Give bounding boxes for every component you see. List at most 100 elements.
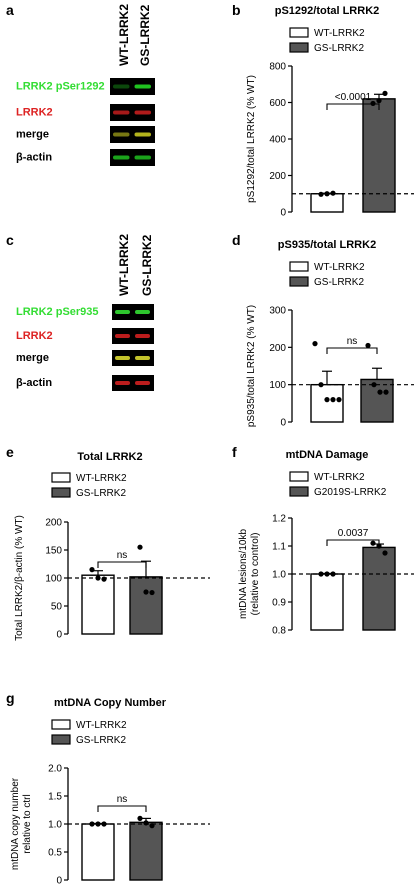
a-row-label-3: β-actin: [16, 152, 52, 164]
d-point-0-0: [312, 341, 318, 347]
a-blot-box-3: [110, 149, 155, 166]
g-point-1-0: [137, 815, 143, 821]
e-legend-label-1: GS-LRRK2: [76, 488, 126, 499]
e-point-1-0: [137, 544, 143, 550]
e-point-1-1: [143, 589, 149, 595]
d-point-1-2: [377, 389, 383, 395]
e-y-tick-label-0: 0: [56, 630, 62, 641]
c-lane-label-1: GS-LRRK2: [140, 234, 154, 296]
chart-pS935: pS935/total LRRK2 WT-LRRK2 GS-LRRK2 0 100 200…: [246, 239, 414, 429]
g-title: mtDNA Copy Number: [54, 697, 167, 709]
b-point-1-0: [370, 100, 376, 107]
a-band-1-1: [134, 110, 151, 115]
a-lane-label-1: GS-LRRK2: [138, 4, 152, 66]
a-blot-box-0: [110, 78, 155, 95]
d-point-0-3: [330, 397, 336, 403]
e-legend-swatch-0: [51, 472, 71, 483]
f-y-tick-label-4: 1.2: [272, 514, 286, 525]
b-comparison-label: <0.0001: [335, 92, 372, 103]
d-point-1-0: [365, 342, 371, 349]
f-y-axis-label: mtDNA lesions/10kb: [238, 529, 249, 619]
g-legend-swatch-0: [51, 719, 71, 730]
chart-total-lrrk2: Total LRRK2 WT-LRRK2 GS-LRRK2 0 50 100 150 200 T…: [14, 451, 210, 641]
a-lane-label-0: WT-LRRK2: [117, 4, 131, 66]
a-band-0-1: [134, 84, 151, 89]
f-point-1-2: [382, 550, 388, 556]
f-legend-label-1: G2019S-LRRK2: [314, 487, 387, 498]
b-legend-label-1: GS-LRRK2: [314, 43, 364, 54]
c-row-label-3: β-actin: [16, 377, 52, 389]
a-band-3-1: [134, 155, 151, 160]
c-band-2-0: [115, 356, 130, 360]
d-y-tick-label-1: 100: [269, 380, 286, 391]
d-point-0-2: [324, 397, 330, 403]
panel-label-e: e: [6, 444, 14, 460]
b-point-1-2: [382, 90, 388, 96]
b-y-tick-label-1: 200: [269, 171, 286, 182]
f-point-1-0: [370, 540, 376, 546]
panel-label-a: a: [6, 2, 14, 18]
a-band-3-0: [113, 155, 130, 160]
b-y-tick-label-3: 600: [269, 98, 286, 109]
b-comparison-bracket: [326, 103, 380, 110]
panel-label-d: d: [232, 232, 241, 248]
f-bar-0: [310, 573, 344, 631]
f-point-0-2: [330, 571, 336, 577]
b-legend-label-0: WT-LRRK2: [314, 28, 365, 39]
f-y-tick-label-1: 0.9: [272, 598, 286, 609]
f-legend-swatch-0: [289, 471, 309, 482]
f-y-axis-label-2: (relative to control): [250, 533, 261, 616]
f-legend-swatch-1: [289, 486, 309, 497]
g-y-tick-label-0: 0: [56, 876, 62, 887]
a-band-1-0: [113, 110, 130, 115]
e-legend-swatch-1: [51, 487, 71, 498]
panel-label-g: g: [6, 690, 15, 706]
c-row-label-1: LRRK2: [16, 330, 53, 342]
c-band-3-1: [135, 381, 150, 385]
a-row-label-0: LRRK2 pSer1292: [16, 81, 105, 93]
g-y-tick-label-4: 2.0: [48, 764, 62, 775]
b-point-1-1: [376, 98, 382, 104]
b-y-tick-label-2: 400: [269, 135, 286, 146]
g-bar-0: [81, 823, 115, 881]
f-comparison-bracket: [326, 539, 380, 546]
g-legend-swatch-1: [51, 734, 71, 745]
d-point-0-4: [336, 397, 342, 403]
c-blot-box-0: [112, 304, 154, 320]
e-bar-1: [129, 576, 163, 635]
c-row-label-0: LRRK2 pSer935: [16, 306, 99, 318]
f-y-tick-label-3: 1.1: [272, 542, 286, 553]
g-legend-label-0: WT-LRRK2: [76, 720, 127, 731]
b-y-tick-label-0: 0: [280, 208, 286, 219]
d-legend-label-1: GS-LRRK2: [314, 277, 364, 288]
g-legend-label-1: GS-LRRK2: [76, 735, 126, 746]
c-blot-box-1: [112, 328, 154, 344]
g-point-1-1: [143, 820, 149, 826]
g-y-axis-label-2: relative to ctrl: [22, 794, 33, 853]
d-bar-0: [310, 383, 344, 423]
chart-mtdna-copy-number: mtDNA Copy Number WT-LRRK2 GS-LRRK2 0 0.5 1.0…: [10, 697, 210, 887]
g-y-axis-label: mtDNA copy number: [10, 777, 21, 870]
e-point-0-0: [89, 567, 95, 573]
f-title: mtDNA Damage: [286, 449, 369, 461]
e-point-0-2: [101, 576, 107, 582]
d-y-axis-label: pS935/total LRRK2 (% WT): [246, 305, 257, 427]
b-legend-swatch-1: [289, 42, 309, 53]
a-blot-box-2: [110, 126, 155, 143]
a-row-label-2: merge: [16, 129, 49, 141]
a-band-2-0: [113, 132, 130, 137]
c-blot-box-2: [112, 350, 154, 366]
e-comparison-label: ns: [117, 550, 128, 561]
a-band-2-1: [134, 132, 151, 137]
c-band-0-1: [135, 310, 150, 314]
a-row-label-1: LRRK2: [16, 107, 53, 119]
b-y-tick-label-4: 800: [269, 62, 286, 73]
e-y-tick-label-4: 200: [45, 518, 62, 529]
f-legend-label-0: WT-LRRK2: [314, 472, 365, 483]
d-comparison-label: ns: [347, 336, 358, 347]
a-band-0-0: [113, 84, 130, 89]
chart-mtdna-damage: mtDNA Damage WT-LRRK2 G2019S-LRRK2 0.8 0.9 1.…: [238, 449, 414, 637]
panel-label-f: f: [232, 444, 237, 460]
d-y-tick-label-0: 0: [280, 418, 286, 429]
c-band-0-0: [115, 310, 130, 314]
